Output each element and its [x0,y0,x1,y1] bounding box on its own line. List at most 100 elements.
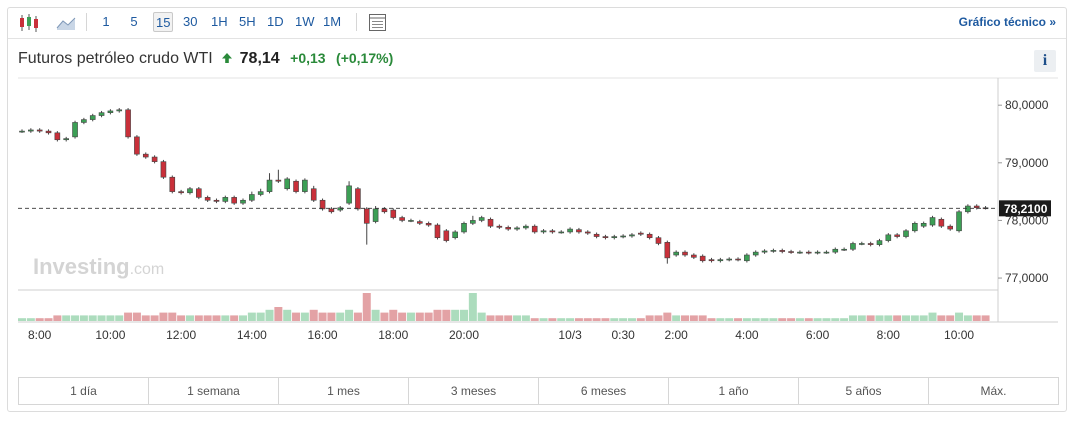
candle-body [346,185,352,204]
interval-button[interactable]: 1H [211,14,228,29]
candle-body [691,254,697,258]
candle-body [19,130,25,133]
candle-body [293,180,299,192]
volume-bar [804,318,813,321]
volume-bar [185,315,194,321]
candle-body [823,251,830,254]
period-button[interactable]: 1 día [19,378,149,404]
volume-bar [734,318,743,321]
volume-bar [866,315,875,321]
candle-body [249,194,255,201]
period-button[interactable]: 3 meses [409,378,539,404]
candle-body [496,225,503,228]
volume-bar [88,315,97,321]
technical-chart-link[interactable]: Gráfico técnico » [958,15,1056,29]
candle-body [664,242,671,259]
candle-body [89,115,96,120]
instrument-title: Futuros petróleo crudo WTI [18,50,213,67]
candle-body [116,109,123,112]
interval-button[interactable]: 30 [183,14,198,29]
volume-bar [760,318,769,321]
volume-bar [309,309,318,321]
period-button[interactable]: 1 semana [149,378,279,404]
volume-bar [601,318,610,321]
y-tick-label: 78,0000 [1005,213,1049,227]
x-tick-label: 2:00 [664,328,688,342]
period-button[interactable]: Máx. [980,384,1007,398]
volume-bar [627,318,636,321]
x-tick-label: 20:00 [449,328,479,342]
interval-button[interactable]: 1M [323,14,342,29]
x-tick-label: 18:00 [378,328,408,342]
volume-bar [274,307,283,321]
info-button[interactable]: i [1034,50,1056,72]
volume-bar [636,318,645,321]
candle-body [222,197,229,202]
watermark-brand: Investing [33,254,130,279]
interval-button[interactable]: 15 [153,12,174,32]
candle-body [920,223,927,227]
volume-bar [875,315,884,321]
volume-bar [468,293,477,321]
watermark-suffix: .com [130,261,165,278]
interval-button[interactable]: 1W [295,14,315,29]
volume-bar [486,315,495,321]
volume-bar [71,315,80,321]
volume-bar [725,318,734,321]
candles-icon[interactable] [17,12,43,34]
watermark: Investing.com [33,254,164,279]
period-button[interactable]: 1 mes [279,378,409,404]
candle-body [797,251,803,254]
candle-body [805,251,812,254]
candle-body [461,223,467,233]
period-button[interactable]: 5 años [799,378,929,404]
candle-body [894,234,900,237]
period-button[interactable]: 1 año [669,378,799,404]
volume-bar [548,318,557,321]
volume-bar [813,318,822,321]
candle-body [487,218,494,227]
instrument-header: Futuros petróleo crudo WTI 78,14 +0,13 (… [18,50,393,68]
volume-bar [795,318,804,321]
interval-button[interactable]: 5 [130,14,138,29]
volume-bar [707,318,716,321]
candle-body [717,259,724,262]
candle-body [284,178,291,190]
candle-body [36,129,43,132]
volume-bar [972,315,981,321]
candle-body [204,197,211,201]
candle-body [240,199,246,204]
volume-bar [583,318,592,321]
x-tick-label: 8:00 [877,328,901,342]
candle-body [390,209,397,218]
candle-body [752,251,759,256]
candle-body [142,153,149,158]
volume-bar [44,318,53,321]
volume-bar [539,318,548,321]
candle-body [416,221,423,224]
candle-body [885,234,892,241]
candle-body [735,258,741,261]
volume-bar [857,315,866,321]
y-tick-label: 80,0000 [1005,98,1049,112]
interval-button[interactable]: 1 [102,14,110,29]
candle-body [699,255,706,262]
area-icon[interactable] [55,12,77,34]
period-button[interactable]: 6 meses [539,378,669,404]
volume-bar [592,318,601,321]
volume-bar [115,315,124,321]
interval-button[interactable]: 1D [267,14,284,29]
candle-body [125,109,131,138]
candle-body [540,230,547,233]
x-tick-label: 14:00 [237,328,267,342]
interval-button[interactable]: 5H [239,14,256,29]
candle-body [761,250,768,253]
candle-body [514,227,520,230]
volume-bar [353,312,362,321]
table-icon[interactable] [368,13,388,33]
candle-body [275,179,282,182]
candle-body [770,250,777,252]
volume-bar [106,315,115,321]
candle-body [611,236,618,239]
candle-body [169,176,176,192]
